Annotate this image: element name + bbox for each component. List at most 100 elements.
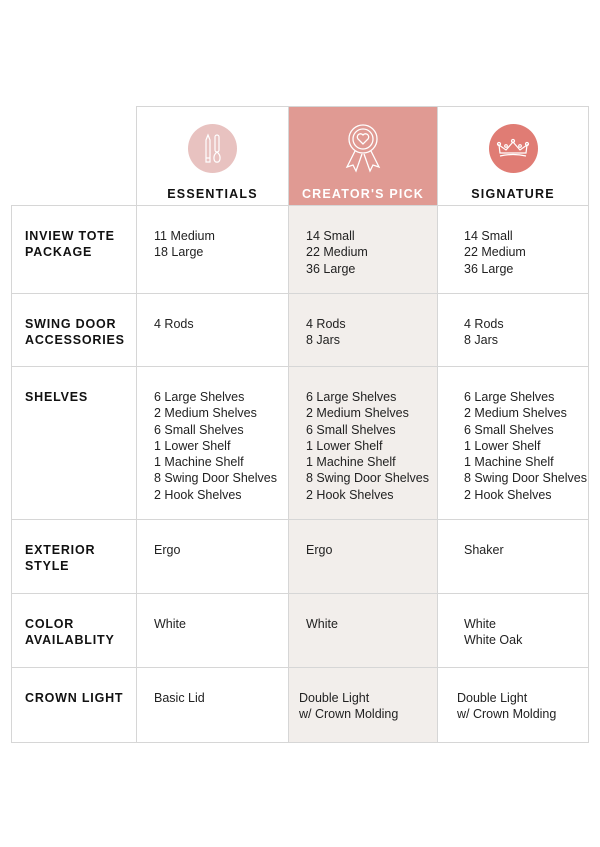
crown-icon (488, 124, 538, 173)
value-line: 22 Medium (306, 245, 368, 260)
value-line: 6 Small Shelves (306, 422, 396, 437)
value-line: 1 Machine Shelf (306, 455, 396, 470)
value-line: 2 Medium Shelves (154, 406, 257, 421)
row-label-line: SWING DOOR (25, 317, 117, 331)
value-line: White Oak (464, 633, 523, 648)
award-ribbon-heart-icon (339, 123, 388, 173)
row-label-line: EXTERIOR (25, 543, 96, 557)
value-line: 8 Swing Door Shelves (464, 471, 587, 486)
table-row: SWING DOOR ACCESSORIES 4 Rods 4 Rods 8 Jars 4… (11, 293, 589, 367)
value-line: 2 Medium Shelves (306, 406, 409, 421)
row-label: EXTERIOR STYLE (12, 520, 136, 575)
value-cell: Double Light w/ Crown Molding (437, 667, 589, 743)
table-row: SHELVES 6 Large Shelves 2 Medium Shelves 6 … (11, 366, 589, 520)
value-line: 18 Large (154, 245, 204, 260)
value-line: 2 Medium Shelves (464, 406, 567, 421)
row-label-cell: SHELVES (11, 366, 137, 520)
value-line: 8 Swing Door Shelves (154, 471, 277, 486)
value-cell: Basic Lid (136, 667, 289, 743)
value-cell: White (288, 593, 438, 668)
value-cell: 11 Medium 18 Large (136, 205, 289, 294)
row-label-line: COLOR (25, 617, 75, 631)
plan-creators-pick: CREATOR'S PICK (288, 106, 438, 206)
table-row: CROWN LIGHT Basic Lid Double Light w/ Crown… (11, 667, 589, 743)
value-line: Shaker (464, 543, 504, 557)
table-row: INVIEW TOTE PACKAGE 11 Medium 18 Large 14 Sm… (11, 205, 589, 294)
table-row: COLOR AVAILABLITY White White White White Oak (11, 593, 589, 668)
row-label-cell: INVIEW TOTE PACKAGE (11, 205, 137, 294)
row-label-cell: CROWN LIGHT (11, 667, 137, 743)
value-cell: 6 Large Shelves 2 Medium Shelves 6 Small S… (437, 366, 589, 520)
value-line: 11 Medium (154, 229, 215, 243)
value-line: 1 Machine Shelf (154, 455, 244, 470)
value-cell: 4 Rods 8 Jars (437, 293, 589, 367)
empty-corner (11, 106, 137, 206)
value-cell: Ergo (136, 519, 289, 594)
value-cell: 6 Large Shelves 2 Medium Shelves 6 Small S… (288, 366, 438, 520)
row-label-line: AVAILABLITY (25, 633, 115, 648)
plan-name: ESSENTIALS (167, 187, 258, 201)
table-row: EXTERIOR STYLE Ergo Ergo Shaker (11, 519, 589, 594)
value-line: White (306, 617, 338, 631)
value-line: 6 Small Shelves (154, 422, 244, 437)
value-line: 2 Hook Shelves (306, 487, 394, 502)
value-line: 2 Hook Shelves (154, 487, 242, 502)
value-line: 14 Small (306, 229, 355, 243)
value-line: Double Light (457, 691, 528, 705)
value-line: White (464, 617, 496, 631)
plan-name: SIGNATURE (471, 187, 555, 201)
value-line: w/ Crown Molding (457, 707, 557, 722)
value-cell: 4 Rods 8 Jars (288, 293, 438, 367)
value-cell: White White Oak (437, 593, 589, 668)
value-line: 14 Small (464, 229, 513, 243)
value-line: Ergo (154, 543, 181, 557)
row-label: COLOR AVAILABLITY (12, 594, 136, 649)
value-line: 1 Lower Shelf (306, 438, 383, 453)
value-line: 4 Rods (306, 317, 346, 331)
row-label-line: ACCESSORIES (25, 333, 125, 348)
value-line: 6 Large Shelves (464, 390, 555, 404)
value-line: 6 Large Shelves (306, 390, 397, 404)
value-cell: 6 Large Shelves 2 Medium Shelves 6 Small S… (136, 366, 289, 520)
value-line: Ergo (306, 543, 333, 557)
row-label-line: PACKAGE (25, 245, 93, 260)
plan-name: CREATOR'S PICK (301, 187, 425, 201)
value-cell: Double Light w/ Crown Molding (288, 667, 438, 743)
row-label-cell: COLOR AVAILABLITY (11, 593, 137, 668)
value-line: Basic Lid (154, 691, 205, 705)
value-cell: Shaker (437, 519, 589, 594)
value-cell: White (136, 593, 289, 668)
value-line: 4 Rods (154, 317, 194, 331)
row-label-cell: SWING DOOR ACCESSORIES (11, 293, 137, 367)
row-label: SHELVES (12, 367, 136, 405)
value-line: 6 Large Shelves (154, 390, 245, 404)
header-row: ESSENTIALS CREATOR'S PICK SIGNATURE (11, 106, 589, 206)
row-label: CROWN LIGHT (12, 668, 136, 706)
value-line: Double Light (299, 691, 370, 705)
row-label: SWING DOOR ACCESSORIES (12, 294, 136, 349)
row-label-line: SHELVES (25, 390, 89, 404)
pencil-brush-icon (188, 124, 237, 173)
comparison-table: ESSENTIALS CREATOR'S PICK SIGNATURE INVI… (11, 106, 589, 743)
value-cell: 14 Small 22 Medium 36 Large (288, 205, 438, 294)
value-line: 6 Small Shelves (464, 422, 554, 437)
value-cell: 4 Rods (136, 293, 289, 367)
plan-essentials: ESSENTIALS (136, 106, 289, 206)
value-line: w/ Crown Molding (299, 707, 399, 722)
value-line: 36 Large (464, 261, 514, 276)
value-cell: Ergo (288, 519, 438, 594)
value-line: 8 Jars (306, 333, 341, 348)
value-cell: 14 Small 22 Medium 36 Large (437, 205, 589, 294)
value-line: 1 Lower Shelf (464, 438, 541, 453)
row-label-line: STYLE (25, 559, 70, 574)
value-line: 1 Machine Shelf (464, 455, 554, 470)
value-line: 22 Medium (464, 245, 526, 260)
value-line: 4 Rods (464, 317, 504, 331)
value-line: 1 Lower Shelf (154, 438, 231, 453)
value-line: 8 Swing Door Shelves (306, 471, 429, 486)
value-line: White (154, 617, 186, 631)
value-line: 2 Hook Shelves (464, 487, 552, 502)
row-label-line: INVIEW TOTE (25, 229, 115, 243)
row-label-cell: EXTERIOR STYLE (11, 519, 137, 594)
row-label-line: CROWN LIGHT (25, 691, 124, 705)
